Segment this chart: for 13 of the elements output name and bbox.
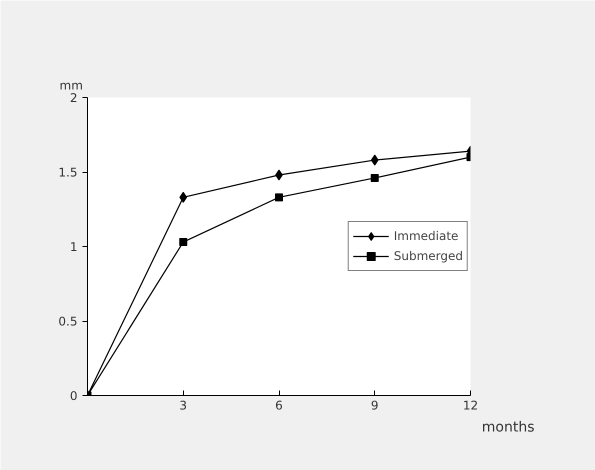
x-tick-label: 6 [275, 398, 283, 412]
y-tick-label: 1 [70, 240, 78, 254]
y-tick-label: 2 [70, 91, 78, 105]
x-tick-label: 9 [370, 398, 379, 412]
y-tick-label: 0 [70, 389, 78, 403]
x-tick-label: 12 [462, 398, 478, 412]
y-tick-label: 1.5 [58, 166, 78, 180]
x-axis-title: months [482, 420, 534, 436]
x-tick-label: 3 [179, 398, 188, 412]
y-axis-title: mm [60, 78, 83, 92]
legend-label: Submerged [394, 249, 463, 263]
legend-label: Immediate [394, 229, 458, 243]
y-tick-label: 0.5 [58, 314, 78, 328]
